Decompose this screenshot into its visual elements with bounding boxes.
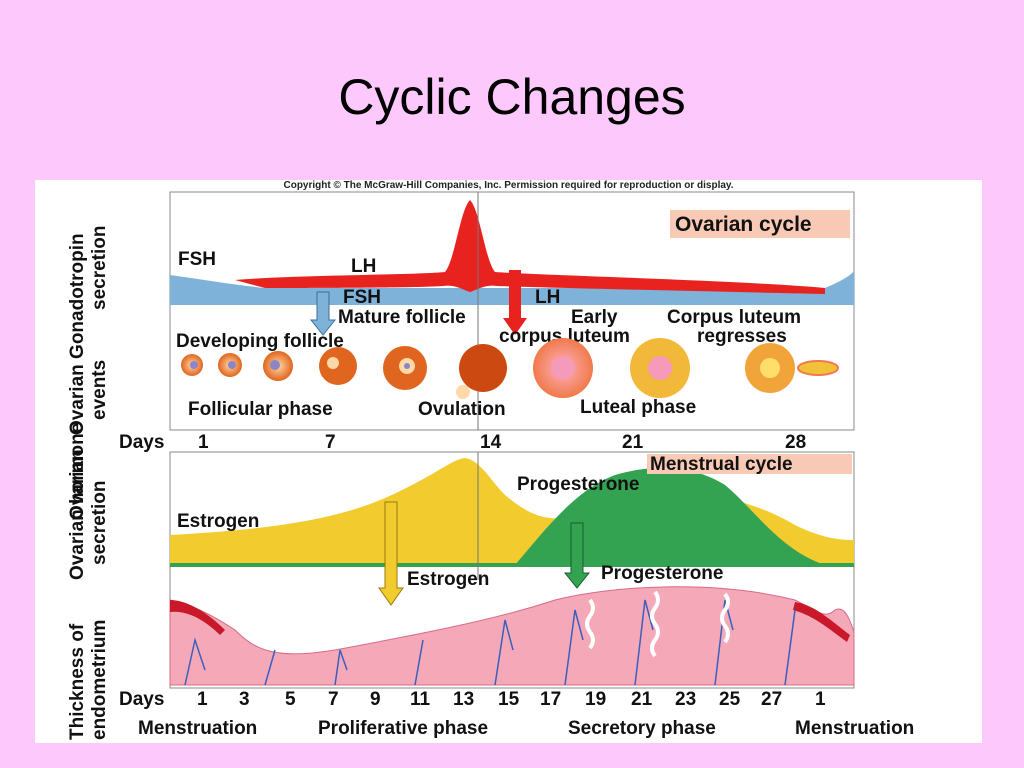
early-cl-label-1: Early	[571, 307, 618, 328]
fsh-label: FSH	[178, 249, 216, 270]
fsh-curve	[170, 270, 855, 305]
days-bottom-tick: 19	[585, 689, 606, 710]
days-bottom-tick: 23	[675, 689, 696, 710]
luteal-phase-label: Luteal phase	[580, 397, 696, 418]
days-bottom-tick: 15	[498, 689, 520, 710]
days-bottom-tick: 25	[719, 689, 741, 710]
side-label-ovarian-events-1: Ovarian	[67, 449, 88, 520]
endometrium-glands	[585, 590, 730, 658]
side-label-hormone-1: Ovarian hormone	[67, 423, 88, 580]
days-bottom-tick: 5	[285, 689, 296, 710]
ovarian-cycle-badge: Ovarian cycle	[675, 213, 812, 236]
follicle-row	[181, 338, 839, 399]
days-bottom-tick: 13	[453, 689, 474, 710]
days-bottom-tick: 17	[540, 689, 561, 710]
progesterone-curve	[515, 467, 825, 565]
side-label-hormone-2: secretion	[89, 481, 110, 565]
side-label-ovarian-events-2: events	[89, 360, 110, 420]
lh-arrow	[503, 270, 527, 335]
progesterone-label: Progesterone	[517, 474, 639, 495]
days-bottom-row: Days 1 3 5 7 9 11 13 15 17 19 21 23 25 2…	[119, 689, 826, 710]
endometrium-vessels	[184, 599, 796, 686]
fsh-arrow	[309, 291, 337, 336]
days-bottom-tick: 7	[328, 689, 339, 710]
phase-menstruation-end: Menstruation	[795, 718, 914, 739]
days-top-tick: 21	[622, 432, 644, 453]
lh-arrow-label: LH	[535, 287, 560, 308]
fsh-arrow-label: FSH	[343, 287, 381, 308]
cycle-figure: Copyright © The McGraw-Hill Companies, I…	[35, 180, 982, 743]
days-bottom-tick: 1	[815, 689, 826, 710]
days-bottom-tick: 11	[410, 689, 431, 710]
developing-follicle-label: Developing follicle	[176, 331, 344, 352]
cl-regresses-label-2: regresses	[697, 326, 787, 347]
cl-regresses-label-1: Corpus luteum	[667, 307, 801, 328]
ovulation-label: Ovulation	[418, 399, 506, 420]
menstrual-cycle-badge: Menstrual cycle	[650, 454, 793, 475]
phase-proliferative: Proliferative phase	[318, 718, 488, 739]
side-label-gonadotropin-2: secretion	[89, 226, 110, 310]
days-bottom-tick: 27	[761, 689, 782, 710]
early-cl-label-2: corpus luteum	[499, 326, 630, 347]
cycle-diagram: Ovarian Gonadotropin secretion Ovarian e…	[67, 191, 914, 740]
lh-label: LH	[351, 256, 376, 277]
side-labels: Ovarian Gonadotropin secretion Ovarian e…	[67, 226, 110, 740]
side-label-endometrium-1: Thickness of	[67, 623, 88, 740]
days-top-tick: 7	[325, 432, 336, 453]
days-bottom-tick: 3	[239, 689, 250, 710]
phase-menstruation-start: Menstruation	[138, 718, 257, 739]
days-top-tick: 28	[785, 432, 806, 453]
follicular-phase-label: Follicular phase	[188, 399, 333, 420]
days-top-row: Days 1 7 14 21 28	[119, 432, 806, 453]
days-bottom-tick: 9	[370, 689, 381, 710]
progesterone-arrow	[563, 522, 591, 589]
mature-follicle-label: Mature follicle	[338, 307, 466, 328]
days-top-tick: 1	[198, 432, 209, 453]
phase-secretory: Secretory phase	[568, 718, 716, 739]
phase-row: Menstruation Proliferative phase Secreto…	[138, 718, 914, 739]
days-bottom-label: Days	[119, 689, 164, 710]
side-label-endometrium-2: endometrium	[89, 620, 110, 740]
days-top-tick: 14	[480, 432, 502, 453]
lh-curve	[235, 200, 825, 294]
days-top-label: Days	[119, 432, 164, 453]
estrogen-label: Estrogen	[177, 511, 259, 532]
estrogen-arrow	[378, 501, 404, 606]
side-label-gonadotropin-1: Ovarian Gonadotropin	[67, 233, 88, 435]
days-bottom-tick: 21	[631, 689, 653, 710]
estrogen-arrow-label: Estrogen	[407, 569, 489, 590]
menstrual-cycle-panel: Menstrual cycle Estrogen Progesterone Es…	[169, 451, 855, 689]
endometrium-layer	[169, 586, 855, 686]
progesterone-arrow-label: Progesterone	[601, 563, 723, 584]
slide-title: Cyclic Changes	[338, 69, 686, 125]
ovarian-cycle-panel: Ovarian cycle FSH LH FSH LH Mature folli…	[169, 191, 855, 431]
copyright-notice: Copyright © The McGraw-Hill Companies, I…	[283, 180, 734, 191]
days-bottom-tick: 1	[197, 689, 208, 710]
